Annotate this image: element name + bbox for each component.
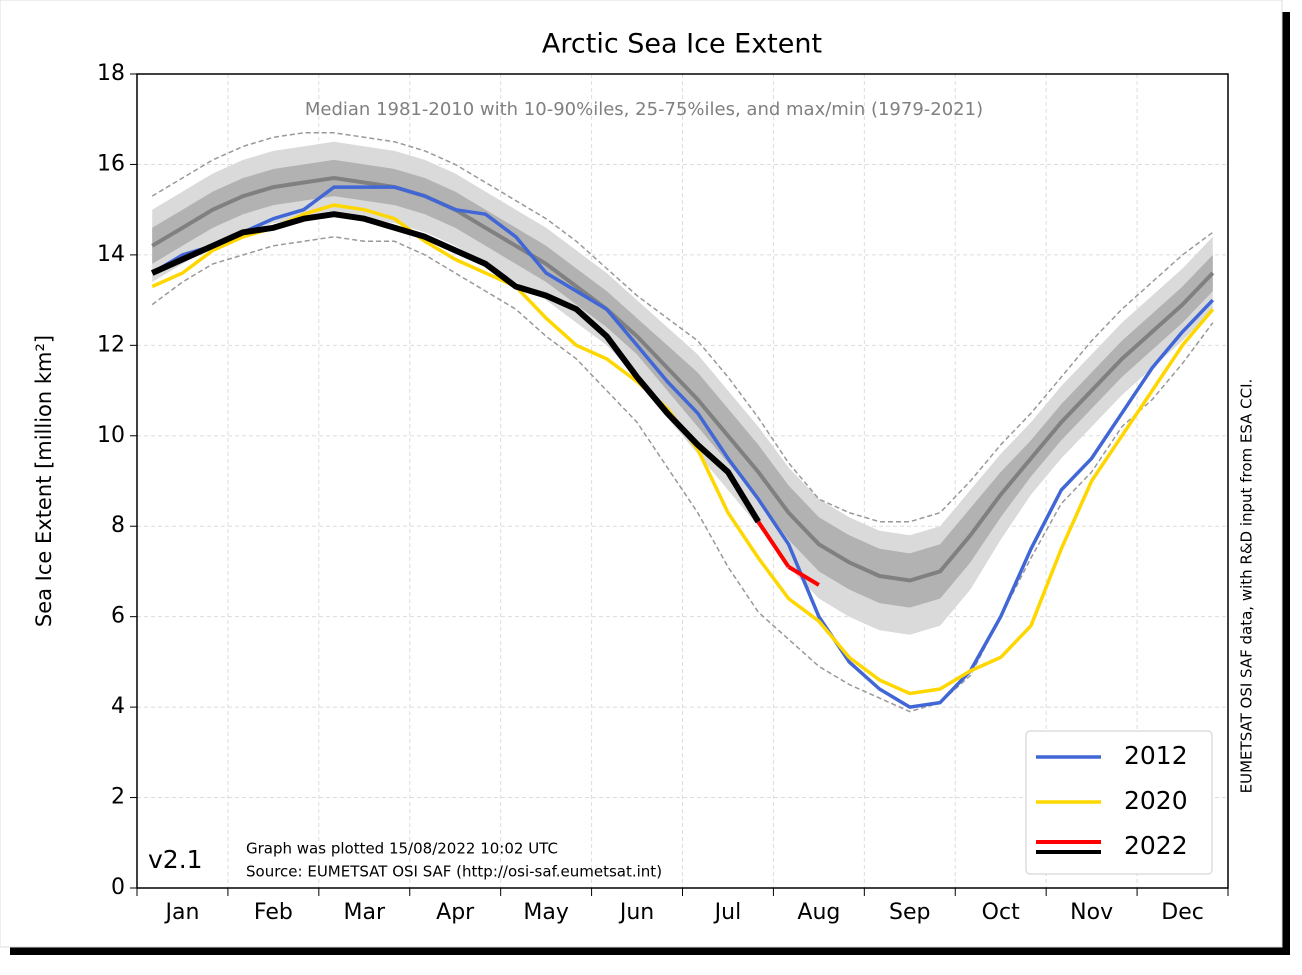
x-tick-label: Sep [889,900,930,925]
series-line [150,211,761,524]
median-line [151,175,1215,583]
y-tick-label: 12 [97,332,125,357]
note: Graph was plotted 15/08/2022 10:02 UTC [246,840,558,858]
y-tick-label: 8 [111,513,125,538]
y-tick-label: 6 [111,604,125,629]
y-tick-label: 0 [111,875,125,900]
x-tick-label: Apr [436,900,475,925]
x-tick-label: Feb [254,900,293,925]
y-tick-label: 10 [97,423,125,448]
legend-label: 2022 [1124,831,1188,860]
subtitle: Median 1981-2010 with 10-90%iles, 25-75%… [305,99,983,120]
y-tick-label: 4 [111,694,125,719]
x-tick-label: Mar [344,900,386,925]
plot-frame [136,73,1229,889]
y-tick-label: 2 [111,785,125,810]
x-tick-label: Dec [1161,900,1204,925]
legend-label: 2020 [1124,786,1188,815]
series-line [151,185,1215,709]
x-tick-label: Jan [163,900,199,925]
recent-line [787,565,820,587]
x-tick-label: Nov [1070,900,1113,925]
y-tick-label: 18 [97,61,125,86]
x-tick-label: Jul [713,900,742,925]
side-note: EUMETSAT OSI SAF data, with R&D input fr… [1238,379,1256,794]
extreme-line [151,132,1214,523]
connector [756,520,791,569]
y-axis-label: Sea Ice Extent [million km²] [32,335,56,627]
x-tick-label: Jun [618,900,654,925]
x-tick-label: Oct [982,900,1020,925]
plot-area [137,73,1228,889]
note: Source: EUMETSAT OSI SAF (http://osi-saf… [246,863,662,881]
legend-label: 2012 [1124,741,1188,770]
y-tick-label: 14 [97,242,125,267]
version: v2.1 [148,845,203,874]
extreme-line [151,236,1214,713]
x-tick-label: Aug [797,900,840,925]
legend-box [1025,730,1213,875]
x-tick-label: May [523,900,568,925]
y-tick-label: 16 [97,151,125,176]
chart-title: Arctic Sea Ice Extent [542,29,822,60]
